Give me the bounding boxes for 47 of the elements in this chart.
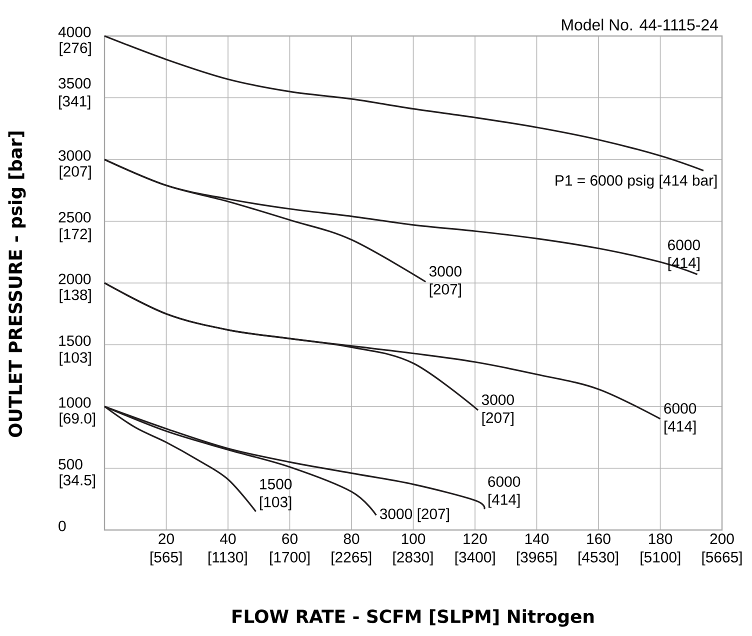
chart-title: Model No. 44-1115-24	[562, 18, 718, 30]
y-tick-label: 1500	[59, 335, 91, 346]
x2-tick-label: [1700]	[270, 552, 310, 566]
annotation: 6000 [414]	[488, 476, 520, 508]
y2-tick-label: [276]	[60, 42, 91, 56]
x-tick-label: 160	[587, 534, 610, 544]
y2-tick-label: [34.5]	[60, 474, 96, 488]
y-tick-label: 500	[58, 458, 82, 470]
x-tick-label: 180	[648, 534, 672, 544]
x-tick-label: 60	[282, 534, 298, 544]
x2-tick-label: [5665]	[702, 552, 742, 566]
y2-tick-label: [207]	[60, 166, 91, 180]
y2-tick-label: [69.0]	[60, 412, 96, 427]
annotation: 3000 [207]	[380, 508, 449, 522]
x2-tick-label: [2830]	[393, 552, 433, 566]
x2-tick-label: [2265]	[332, 552, 372, 566]
x2-tick-label: [4530]	[578, 552, 618, 566]
x2-tick-label: [3400]	[455, 552, 495, 566]
y-tick-label: 3000	[58, 150, 91, 161]
x-tick-label: 120	[464, 534, 487, 544]
y2-tick-label: [138]	[60, 289, 91, 304]
x2-tick-label: [3965]	[516, 552, 556, 566]
annotation: 1500 [103]	[260, 478, 292, 510]
x2-tick-label: [5100]	[640, 552, 680, 566]
y-tick-label: 2500	[58, 212, 91, 223]
x-tick-label: 140	[525, 534, 549, 544]
annotation: 6000 [414]	[668, 240, 700, 272]
y-axis-title: OUTLET PRESSURE - psig [bar]	[8, 132, 26, 438]
y-tick-label: 1000	[59, 397, 91, 408]
annotation: 3000 [207]	[429, 266, 462, 298]
y-tick-label: 3500 [341]	[58, 78, 91, 110]
x-tick-label: 40	[220, 534, 236, 544]
y-tick-label: 0	[58, 520, 66, 532]
x-axis-title: FLOW RATE - SCFM [SLPM] Nitrogen	[232, 609, 594, 627]
y-tick-label: 4000	[58, 26, 91, 38]
x-tick-label: 20	[158, 534, 174, 544]
y2-tick-label: [103]	[60, 352, 91, 366]
y2-tick-label: [172]	[60, 228, 91, 242]
x-tick-label: 80	[344, 534, 360, 544]
x-tick-label: 100	[402, 534, 426, 544]
y-tick-label: 2000	[58, 274, 91, 284]
annotation: P1 = 6000 psig [414 bar]	[556, 174, 717, 189]
annotation: 6000 [414]	[664, 403, 696, 435]
annotation: 3000 [207]	[482, 394, 514, 426]
x2-tick-label: [565]	[150, 552, 182, 566]
x2-tick-label: [1130]	[208, 552, 247, 566]
x-tick-label: 200	[710, 534, 734, 544]
